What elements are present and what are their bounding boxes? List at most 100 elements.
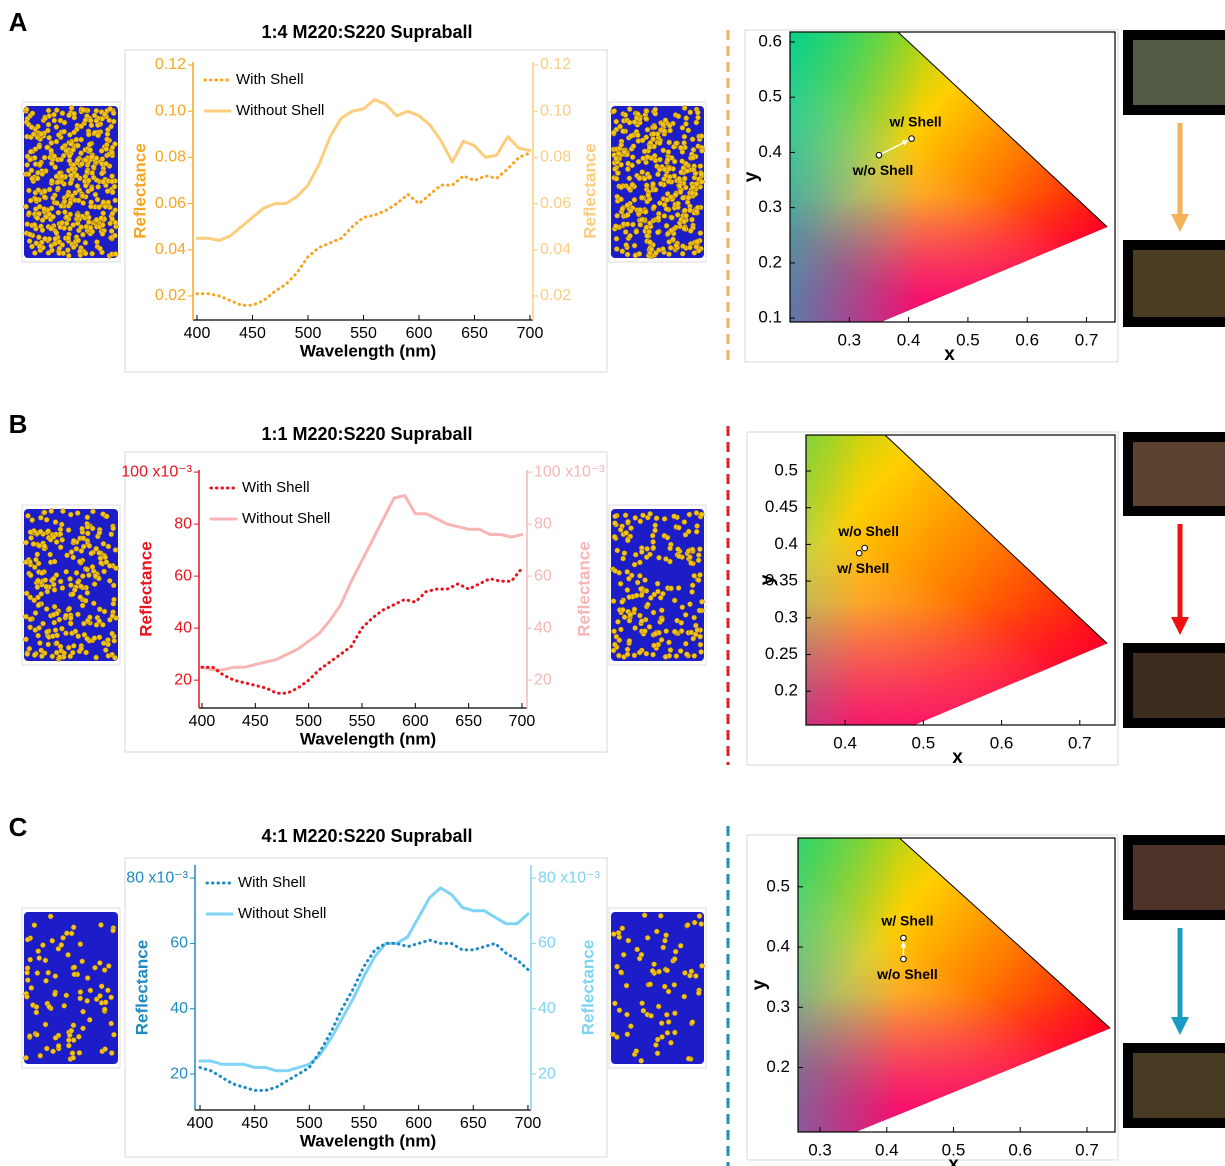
data-line [200,494,524,672]
y-axis-label: y [749,979,770,990]
x-tick-label: 550 [351,1115,378,1132]
chart-frame [746,834,1119,1161]
legend-label: With Shell [238,874,306,891]
data-line [198,938,530,1092]
shift-arrowhead [901,139,909,146]
gamut [806,435,1108,725]
particle-render [608,101,707,263]
x-tick-label: 0.4 [833,733,857,752]
y-tick-label: 40 [170,1000,188,1017]
y-tick-label: 0.2 [758,252,782,271]
y-tick-label: 0.06 [155,195,186,212]
x-axis-label: x [948,1154,959,1166]
y2-axis-label: Reflectance [580,143,599,238]
particle-render [608,504,707,666]
y2-tick-label: 80 x10⁻³ [538,869,600,886]
y-tick-label: 0.5 [766,876,790,895]
x-tick-label: 0.4 [875,1140,899,1159]
y-tick-label: 60 [174,567,192,584]
y-tick-label: 0.4 [774,534,798,553]
y-tick-label: 40 [174,619,192,636]
chart-title: 4:1 M220:S220 Supraball [261,826,472,846]
y-tick-label: 80 [174,515,192,532]
particle-render [21,907,121,1069]
data-point [900,934,907,942]
y-tick-label: 0.35 [765,571,798,590]
chart-title: 1:4 M220:S220 Supraball [261,22,472,42]
legend-label: Without Shell [236,102,324,119]
chart-frame [124,49,608,373]
x-tick-label: 450 [241,1115,268,1132]
y-tick-label: 80 x10⁻³ [126,869,188,886]
x-tick-label: 0.3 [808,1140,832,1159]
x-tick-label: 0.5 [912,733,936,752]
gamut [790,32,1108,322]
chart-frame [746,431,1119,766]
x-axis-label: Wavelength (nm) [300,341,436,360]
y-axis-label: y [757,574,778,585]
chart-title: 1:1 M220:S220 Supraball [261,424,472,444]
x-axis-label: x [952,747,963,768]
x-tick-label: 450 [239,325,266,342]
x-tick-label: 650 [460,1115,487,1132]
y2-tick-label: 60 [538,935,556,952]
x-tick-label: 0.7 [1075,1140,1099,1159]
y-tick-label: 0.4 [766,937,790,956]
gamut-edge [897,32,1108,228]
x-tick-label: 550 [349,713,376,730]
y-tick-label: 0.25 [765,644,798,663]
y-tick-label: 0.2 [766,1057,790,1076]
y2-tick-label: 0.08 [540,149,571,166]
color-swatch [1133,1053,1225,1118]
x-tick-label: 600 [402,713,429,730]
y2-axis-label: Reflectance [578,940,597,1035]
shift-arrowhead [900,941,907,948]
y-tick-label: 0.4 [758,142,782,161]
y-tick-label: 0.1 [758,308,782,327]
data-line [198,886,530,1073]
point-label: w/o Shell [837,523,899,539]
data-point [855,549,863,557]
x-tick-label: 700 [515,1115,542,1132]
gamut-edge [884,435,1108,644]
x-tick-label: 0.4 [897,330,921,349]
x-tick-label: 0.5 [956,330,980,349]
y2-tick-label: 40 [534,619,552,636]
swatch-arrowhead [1171,214,1189,232]
x-tick-label: 500 [296,1115,323,1132]
x-axis-label: x [944,344,955,365]
point-label: w/o Shell [852,162,914,178]
particle-render [608,907,707,1069]
x-tick-label: 600 [405,1115,432,1132]
swatch-arrowhead [1171,1017,1189,1035]
x-tick-label: 700 [509,713,536,730]
y2-tick-label: 60 [534,567,552,584]
x-tick-label: 700 [517,325,544,342]
x-tick-label: 0.6 [990,733,1014,752]
swatch-arrowhead [1171,617,1189,635]
x-tick-label: 450 [242,713,269,730]
color-swatch [1133,845,1225,910]
data-line [195,98,532,242]
x-tick-label: 400 [187,1115,214,1132]
legend-label: With Shell [236,71,304,88]
panel-label: B [9,409,28,439]
y-axis-label: y [741,171,762,182]
color-swatch [1133,442,1225,506]
x-tick-label: 400 [184,325,211,342]
y-tick-label: 0.2 [774,681,798,700]
data-line [195,151,532,307]
x-axis-label: Wavelength (nm) [300,1131,436,1150]
y-tick-label: 0.5 [758,87,782,106]
x-tick-label: 0.7 [1075,330,1099,349]
y2-tick-label: 80 [534,515,552,532]
x-tick-label: 600 [406,325,433,342]
x-tick-label: 0.5 [942,1140,966,1159]
y-tick-label: 0.45 [765,497,798,516]
x-tick-label: 0.7 [1068,733,1092,752]
chart-frame [124,857,608,1158]
y-axis-label: Reflectance [132,940,151,1035]
data-point [908,135,915,142]
y2-tick-label: 0.06 [540,195,571,212]
